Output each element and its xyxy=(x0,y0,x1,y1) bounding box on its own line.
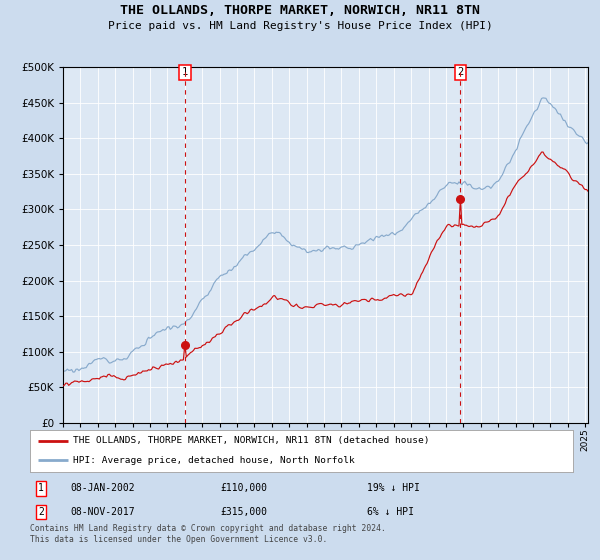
Text: This data is licensed under the Open Government Licence v3.0.: This data is licensed under the Open Gov… xyxy=(30,534,328,544)
Text: THE OLLANDS, THORPE MARKET, NORWICH, NR11 8TN (detached house): THE OLLANDS, THORPE MARKET, NORWICH, NR1… xyxy=(73,436,430,445)
Text: 1: 1 xyxy=(182,67,188,77)
Text: £315,000: £315,000 xyxy=(220,507,267,517)
Text: 08-JAN-2002: 08-JAN-2002 xyxy=(71,483,136,493)
Text: HPI: Average price, detached house, North Norfolk: HPI: Average price, detached house, Nort… xyxy=(73,456,355,465)
Text: 19% ↓ HPI: 19% ↓ HPI xyxy=(367,483,419,493)
Text: THE OLLANDS, THORPE MARKET, NORWICH, NR11 8TN: THE OLLANDS, THORPE MARKET, NORWICH, NR1… xyxy=(120,4,480,17)
Text: Price paid vs. HM Land Registry's House Price Index (HPI): Price paid vs. HM Land Registry's House … xyxy=(107,21,493,31)
Text: 2: 2 xyxy=(38,507,44,517)
Text: 08-NOV-2017: 08-NOV-2017 xyxy=(71,507,136,517)
Text: £110,000: £110,000 xyxy=(220,483,267,493)
Text: 2: 2 xyxy=(457,67,464,77)
Text: 6% ↓ HPI: 6% ↓ HPI xyxy=(367,507,413,517)
Text: Contains HM Land Registry data © Crown copyright and database right 2024.: Contains HM Land Registry data © Crown c… xyxy=(30,524,386,533)
Text: 1: 1 xyxy=(38,483,44,493)
